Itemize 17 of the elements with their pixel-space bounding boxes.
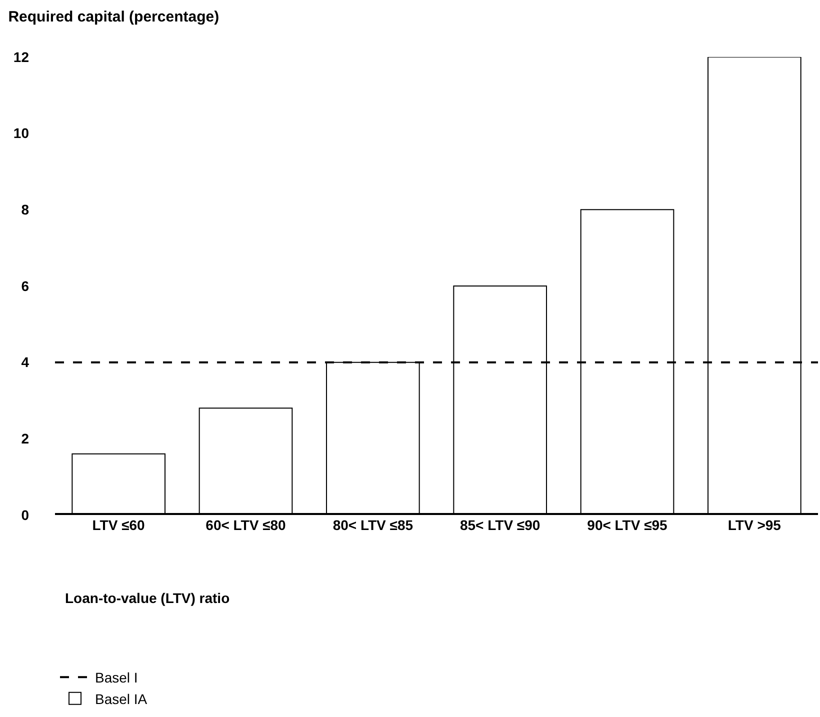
x-tick-label: 90< LTV ≤95 — [587, 517, 668, 533]
y-tick-label: 10 — [13, 125, 30, 142]
x-tick-label: LTV ≤60 — [92, 517, 146, 533]
chart-title: Required capital (percentage) — [8, 8, 220, 26]
x-tick-label: LTV >95 — [728, 517, 782, 533]
y-tick-label: 2 — [21, 430, 30, 447]
x-axis-title: Loan-to-value (LTV) ratio — [65, 590, 230, 606]
x-tick-label: 85< LTV ≤90 — [460, 517, 540, 533]
legend-label: Basel IA — [95, 690, 148, 707]
y-tick-label: 8 — [21, 202, 30, 218]
legend-label: Basel I — [95, 670, 138, 686]
y-tick-label: 0 — [21, 506, 30, 523]
x-tick-label: 60< LTV ≤80 — [206, 517, 286, 533]
y-tick-label: 12 — [13, 48, 30, 65]
y-tick-label: 6 — [21, 278, 30, 294]
x-tick-label: 80< LTV ≤85 — [332, 517, 414, 533]
y-tick-label: 4 — [21, 354, 30, 370]
